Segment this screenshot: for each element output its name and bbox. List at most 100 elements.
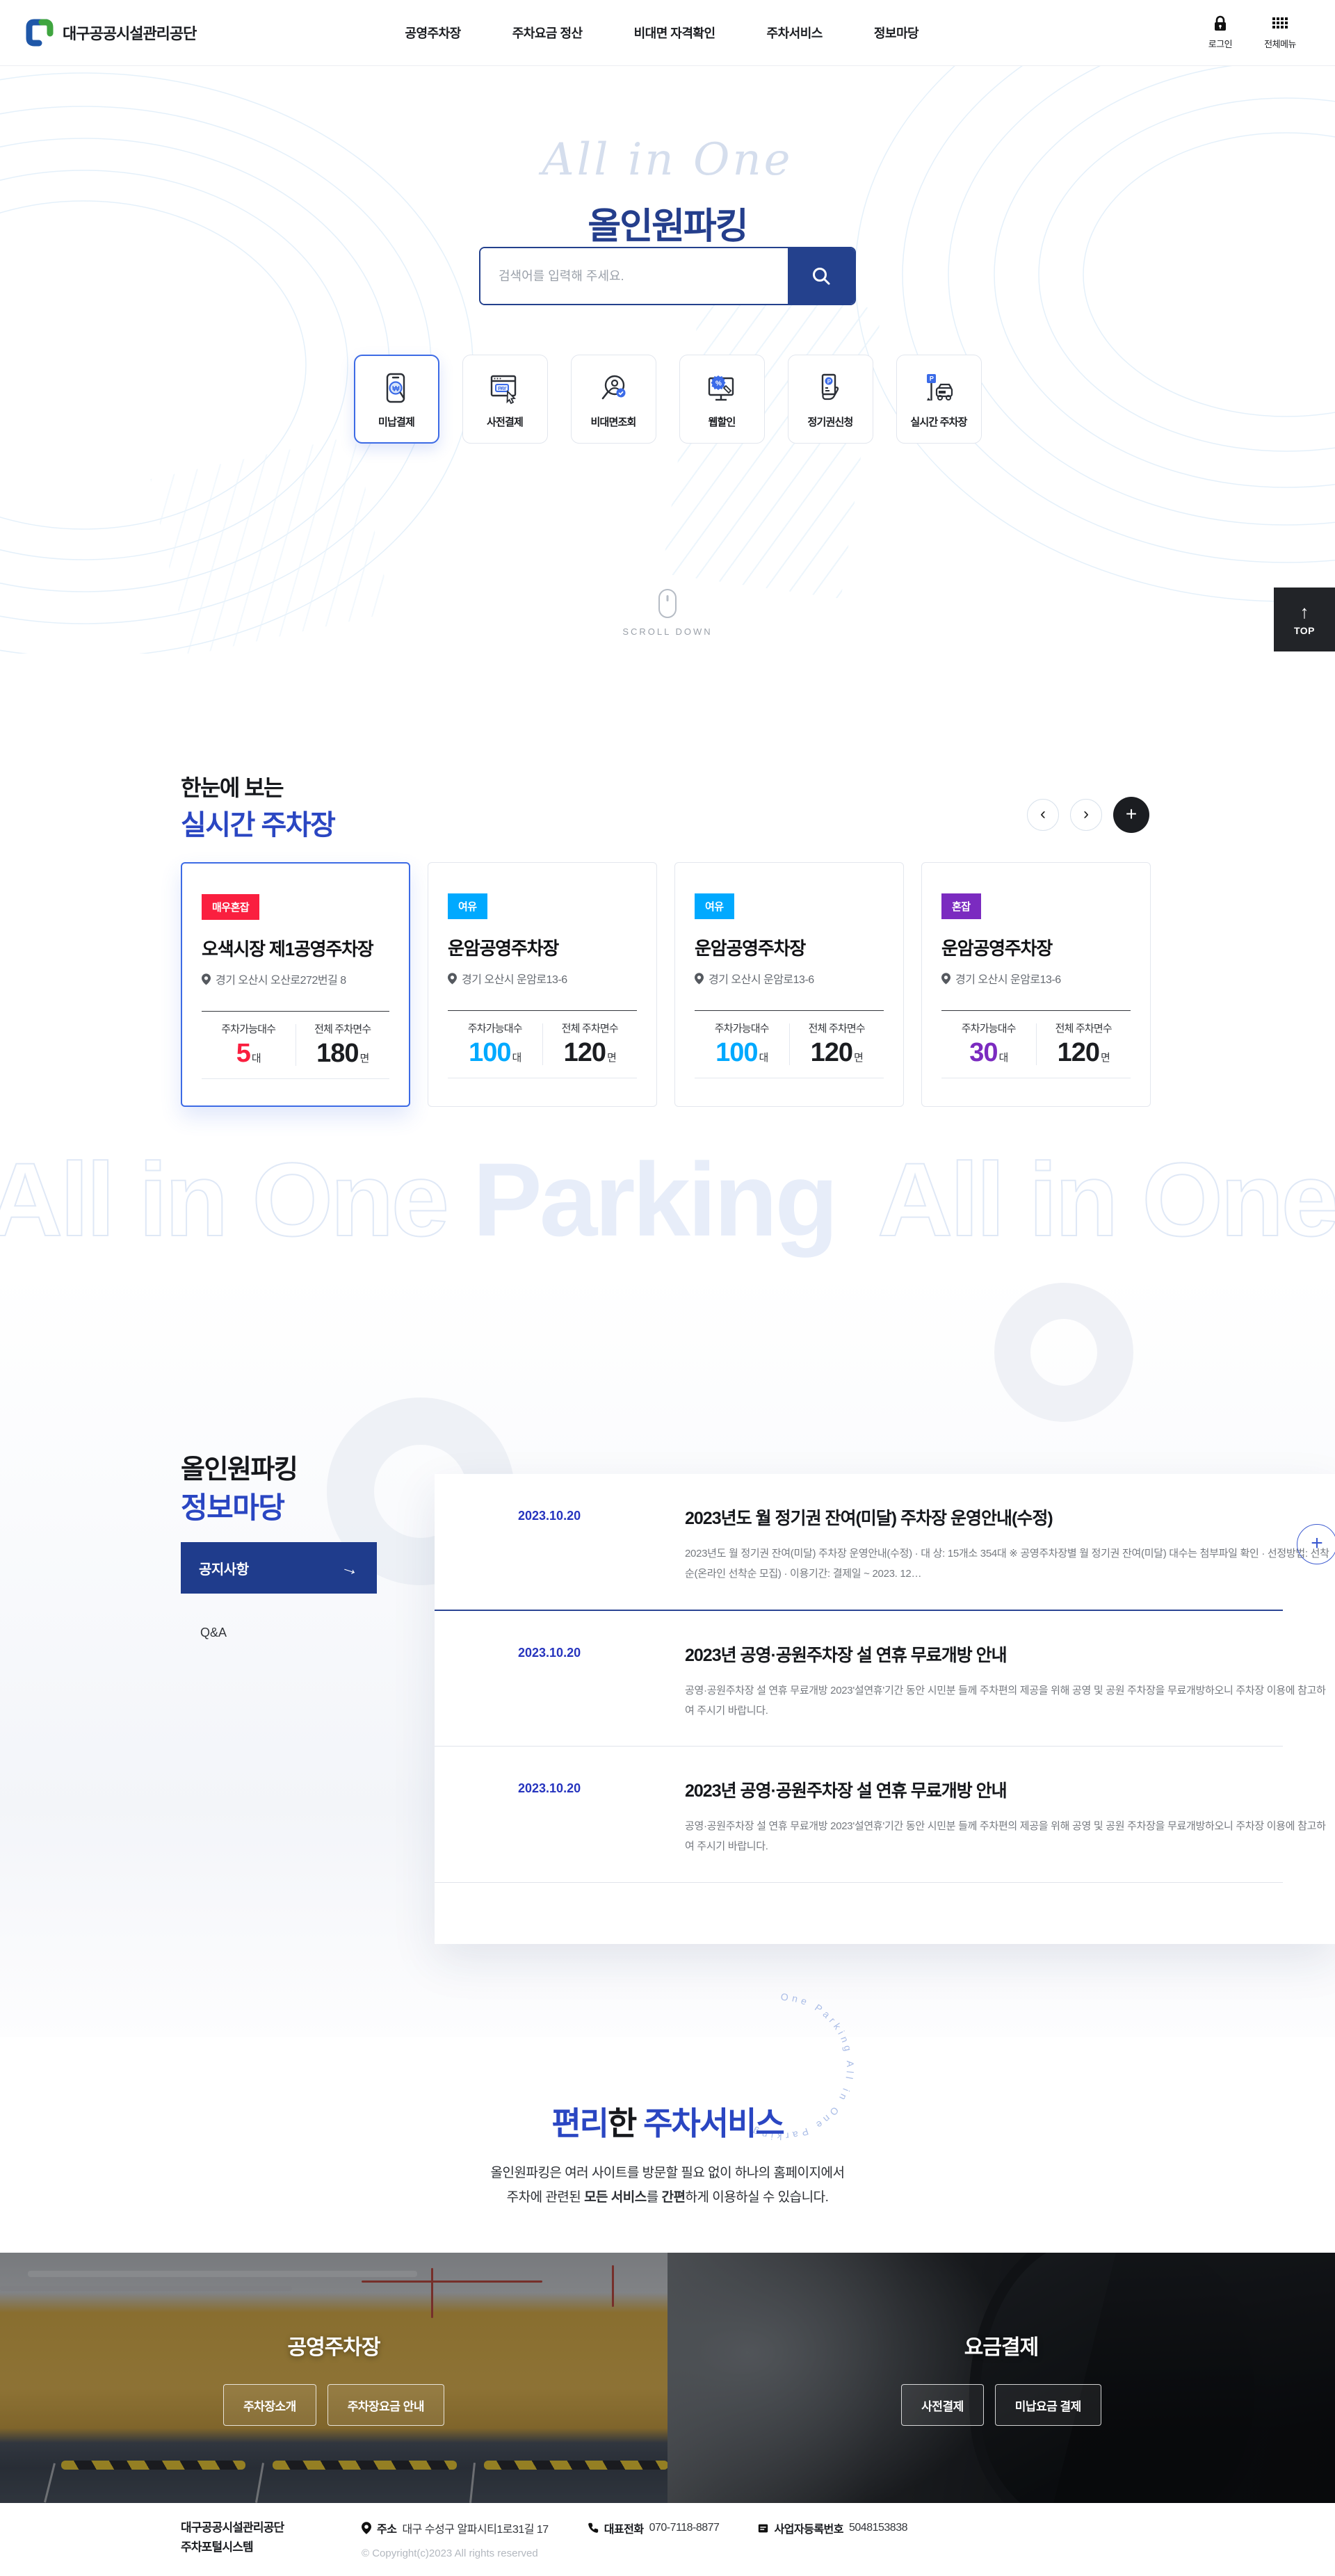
nav-info-board[interactable]: 정보마당 [873, 26, 919, 40]
logo[interactable]: 대구공공시설관리공단 [25, 18, 197, 47]
parking-card[interactable]: 여유 운암공영주차장 경기 오산시 운암로13-6 주차가능대수 100 대 전체… [674, 862, 904, 1107]
quick-menu-label: 사전결제 [486, 416, 524, 428]
header: 대구공공시설관리공단 공영주차장 주차요금 정산 비대면 자격확인 주차서비스 … [0, 0, 1335, 66]
status-badge: 매우혼잡 [202, 894, 260, 920]
total-count: 120 [563, 1038, 606, 1067]
nav-public-parking[interactable]: 공영주차장 [405, 26, 461, 40]
notice-title: 2023년도 월 정기권 잔여(미달) 주차장 운영안내(수정) [685, 1509, 1053, 1528]
status-badge: 혼잡 [941, 893, 981, 919]
notice-expand-button[interactable]: + [1297, 1524, 1335, 1565]
notice-content: 2023년도 월 정기권 잔여(미달) 주차장 운영안내(수정) 2023년도 … [685, 1505, 1329, 1585]
svg-text:PAY: PAY [498, 385, 507, 391]
quick-menu-season-ticket[interactable]: P 정기권신청 [787, 355, 873, 444]
notice-body: 공영·공원주차장 설 연휴 무료개방 2023'설연휴'기간 동안 시민분 들께… [685, 1820, 1326, 1853]
parking-lot-address: 경기 오산시 운암로13-6 [695, 970, 884, 987]
all-menu-button[interactable]: 전체메뉴 [1264, 15, 1296, 50]
nav-parking-service[interactable]: 주차서비스 [766, 26, 823, 40]
total-stat: 전체 주차면수 120 면 [808, 1023, 866, 1067]
card-divider [202, 1011, 389, 1012]
logo-icon [25, 18, 54, 47]
total-stat: 전체 주차면수 120 면 [1055, 1023, 1112, 1067]
scroll-down-label: SCROLL DOWN [622, 626, 713, 637]
service-photo-panels: 공영주차장 주차장소개 주차장요금 안내 요금결제 사전결제 미납요금 결제 [0, 2253, 1335, 2503]
logo-title: 대구공공시설관리공단 [63, 25, 197, 42]
carousel-next-button[interactable]: › [1070, 799, 1102, 831]
notice-row[interactable]: 2023.10.20 2023년 공영·공원주차장 설 연휴 무료개방 안내 공… [435, 1747, 1326, 1883]
decorative-ring [994, 1283, 1133, 1422]
card-stats: 주차가능대수 30 대 전체 주차면수 120 면 [941, 1011, 1131, 1078]
stat-divider [542, 1023, 543, 1065]
login-button[interactable]: 로그인 [1208, 15, 1233, 50]
tab-notice[interactable]: 공지사항 → [181, 1542, 377, 1594]
season-ticket-icon: P [811, 370, 849, 407]
available-count: 5 [236, 1039, 251, 1068]
card-stats: 주차가능대수 100 대 전체 주차면수 120 면 [695, 1011, 884, 1078]
footer-phone: 대표전화 070-7118-8877 [588, 2520, 720, 2536]
all-menu-label: 전체메뉴 [1264, 39, 1296, 49]
notice-body: 공영·공원주차장 설 연휴 무료개방 2023'설연휴'기간 동안 시민분 들께… [685, 1684, 1326, 1717]
search-input[interactable] [480, 248, 788, 304]
parking-lot-name: 운암공영주차장 [941, 938, 1053, 959]
quick-menu-web-discount[interactable]: % 웹할인 [679, 355, 765, 444]
arrow-up-icon: ↑ [1300, 601, 1309, 622]
available-count: 30 [969, 1038, 998, 1067]
login-label: 로그인 [1208, 39, 1233, 49]
map-pin-icon [448, 972, 457, 985]
card-divider [448, 1010, 637, 1011]
footer-copyright: © Copyright(c)2023 All rights reserved [362, 2547, 538, 2559]
parking-card[interactable]: 매우혼잡 오색시장 제1공영주차장 경기 오산시 오산로272번길 8 주차가능… [181, 862, 410, 1107]
available-count: 100 [469, 1038, 511, 1067]
quick-menu-realtime-parking[interactable]: P 실시간 주차장 [896, 355, 982, 444]
arrow-right-icon: → [338, 1555, 362, 1580]
notice-content: 2023년 공영·공원주차장 설 연휴 무료개방 안내 공영·공원주차장 설 연… [685, 1642, 1326, 1722]
notice-date: 2023.10.20 [518, 1645, 581, 1660]
quick-menu: ₩ 미납결제 PAY 사전결제 [0, 355, 1335, 444]
page-title: 올인원파킹 [588, 206, 748, 247]
quick-menu-pre-payment[interactable]: PAY 사전결제 [462, 355, 548, 444]
parking-card-list: 매우혼잡 오색시장 제1공영주차장 경기 오산시 오산로272번길 8 주차가능… [181, 862, 1151, 1107]
quick-menu-contactless-lookup[interactable]: 비대면조회 [570, 355, 656, 444]
services-description: 올인원파킹은 여러 사이트를 방문할 필요 없이 하나의 홈페이지에서 주차에 … [490, 2166, 845, 2205]
svg-text:₩: ₩ [392, 384, 400, 393]
pre-payment-button[interactable]: 사전결제 [901, 2384, 984, 2426]
unpaid-fee-payment-button[interactable]: 미납요금 결제 [994, 2384, 1101, 2426]
carousel-more-button[interactable]: + [1113, 797, 1149, 833]
available-stat: 주차가능대수 30 대 [961, 1023, 1017, 1067]
card-divider [695, 1010, 884, 1011]
parking-card[interactable]: 여유 운암공영주차장 경기 오산시 운암로13-6 주차가능대수 100 대 전체… [428, 862, 657, 1107]
public-parking-panel: 공영주차장 주차장소개 주차장요금 안내 [0, 2253, 668, 2503]
carousel-prev-button[interactable]: ‹ [1027, 799, 1059, 831]
nav-contactless-check[interactable]: 비대면 자격확인 [633, 26, 715, 40]
notice-body: 2023년도 월 정기권 잔여(미달) 주차장 운영안내(수정) · 대 상: … [685, 1548, 1329, 1580]
footer-org: 대구공공시설관리공단 주차포털시스템 [181, 2521, 284, 2554]
panel-content: 요금결제 사전결제 미납요금 결제 [668, 2253, 1335, 2503]
notice-panel: 2023.10.20 2023년도 월 정기권 잔여(미달) 주차장 운영안내(… [435, 1474, 1335, 1944]
carousel-controls: ‹ › + [1027, 797, 1149, 833]
available-stat: 주차가능대수 100 대 [714, 1023, 770, 1067]
parking-intro-button[interactable]: 주차장소개 [223, 2384, 316, 2426]
services-heading: 편리한 주차서비스 [551, 2105, 784, 2141]
panel-title: 요금결제 [964, 2336, 1039, 2359]
realtime-title-line1: 한눈에 보는 [181, 775, 284, 800]
parking-card[interactable]: 혼잡 운암공영주차장 경기 오산시 운암로13-6 주차가능대수 30 대 전체 … [921, 862, 1151, 1107]
quick-menu-label: 웹할인 [708, 416, 736, 428]
parking-lot-name: 운암공영주차장 [695, 938, 806, 959]
tab-qna[interactable]: Q&A [200, 1626, 227, 1639]
search-button[interactable] [788, 248, 855, 304]
parking-fee-guide-button[interactable]: 주차장요금 안내 [327, 2384, 444, 2426]
hero-script-text: All in One [542, 134, 793, 186]
scroll-to-top-button[interactable]: ↑ TOP [1274, 588, 1335, 651]
status-badge: 여유 [448, 893, 487, 919]
quick-menu-unpaid-payment[interactable]: ₩ 미납결제 [353, 355, 439, 444]
notice-row[interactable]: 2023.10.20 2023년 공영·공원주차장 설 연휴 무료개방 안내 공… [435, 1611, 1326, 1747]
nav-fee-settlement[interactable]: 주차요금 정산 [512, 26, 583, 40]
notice-title: 2023년 공영·공원주차장 설 연휴 무료개방 안내 [685, 1645, 1008, 1665]
total-stat: 전체 주차면수 120 면 [561, 1023, 619, 1067]
phone-won-icon: ₩ [378, 370, 415, 407]
notice-row[interactable]: 2023.10.20 2023년도 월 정기권 잔여(미달) 주차장 운영안내(… [435, 1474, 1335, 1611]
parking-lot-name: 오색시장 제1공영주차장 [202, 939, 374, 959]
circular-decorative-text: One Parking All in One Parking [699, 1985, 862, 2148]
panel-buttons: 사전결제 미납요금 결제 [901, 2384, 1101, 2426]
notice-date: 2023.10.20 [518, 1509, 581, 1523]
map-pin-icon [941, 972, 950, 985]
